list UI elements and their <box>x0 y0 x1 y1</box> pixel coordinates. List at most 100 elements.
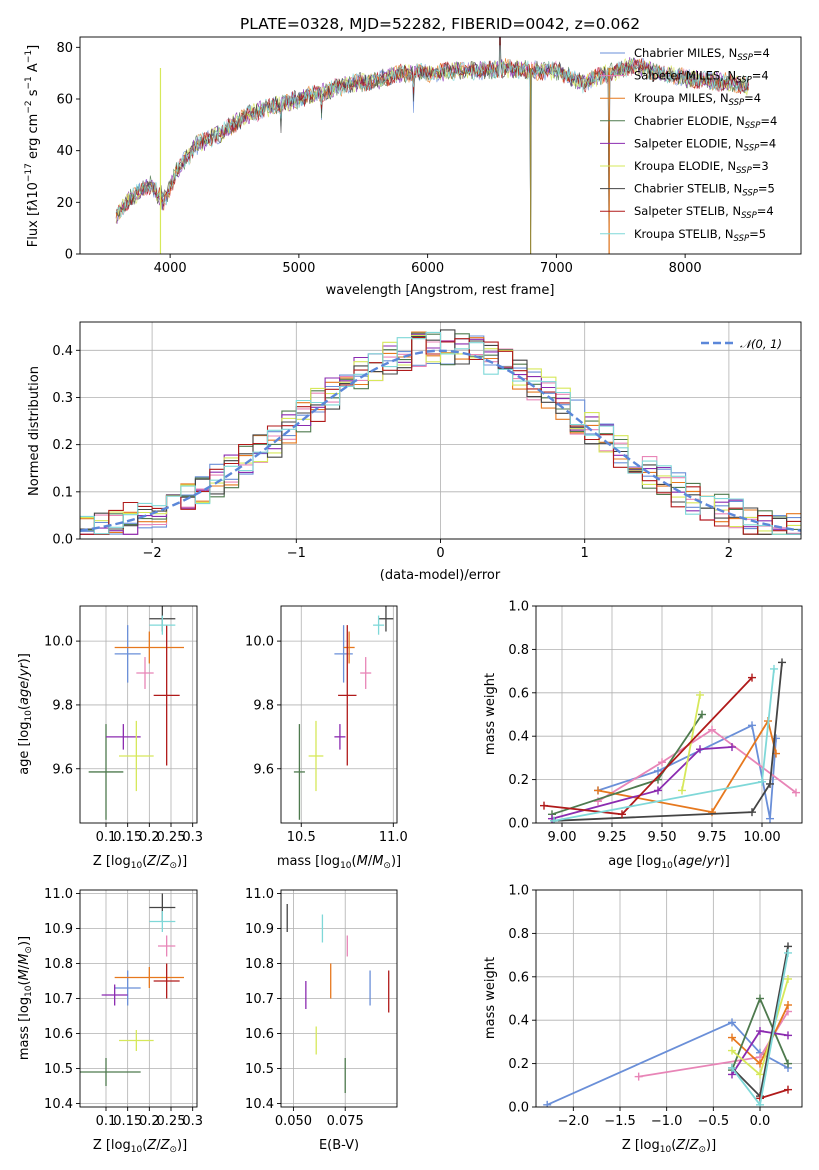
spectrum-line-kroupa-elodie <box>115 39 749 224</box>
series-kroupa-stelib <box>728 948 792 1107</box>
series-line <box>597 724 777 819</box>
y-tick-label: 10.9 <box>44 922 73 937</box>
y-tick-label: 9.6 <box>52 762 73 777</box>
x-tick-label: 10.00 <box>743 830 780 845</box>
y-tick-label: 10.5 <box>245 1062 274 1077</box>
y-tick-label: 9.8 <box>253 698 274 713</box>
y-tick-label: 80 <box>56 41 73 56</box>
series-salpeter-stelib <box>540 673 756 819</box>
errorbar-kroupa-stelib <box>149 615 176 635</box>
y-tick-label: 0.0 <box>52 533 73 548</box>
y-tick-label: 10.8 <box>245 957 274 972</box>
y-tick-label: 11.0 <box>44 887 73 902</box>
residual-panel: −2 −1 0 1 2 0.0 0.1 0.2 0.3 0.4 𝒩(0, 1) <box>52 321 802 561</box>
axes-frame <box>79 605 198 824</box>
y-tick-label: 10.0 <box>44 635 73 650</box>
x-tick-label: 0.1 <box>96 830 117 845</box>
x-tick-label: 0.2 <box>139 1114 160 1129</box>
y-tick-label: 0.8 <box>508 927 529 942</box>
series-salpeter-elodie <box>728 1027 792 1079</box>
massweight-vs-z-panel: −2.0 −1.5 −1.0 −0.5 0.0 0.0 0.2 0.4 0.6 0.8 1.0 <box>508 884 803 1129</box>
errorbar-chabrier-stelib <box>378 606 394 632</box>
errorbar-kroupa-elodie <box>119 720 154 792</box>
legend-label: Chabrier STELIB, NSSP=5 <box>634 182 775 199</box>
legend-label: 𝒩(0, 1) <box>740 337 782 351</box>
y-tick-label: 10.4 <box>245 1097 274 1112</box>
x-tick-label: 5000 <box>282 261 315 276</box>
y-tick-label: 10.0 <box>245 635 274 650</box>
series-line <box>546 1021 789 1106</box>
series-salpeter-elodie <box>548 743 736 823</box>
massweight-vs-z-xlabel: Z [log10(Z/Z⊙)] <box>622 1138 716 1155</box>
spectrum-xlabel: wavelength [Angstrom, rest frame] <box>326 283 555 298</box>
spectrum-line-salpeter-elodie <box>115 37 749 225</box>
y-tick-label: 0.1 <box>52 485 73 500</box>
errorbar-chabrier-miles <box>114 625 141 683</box>
y-tick-label: 10.6 <box>44 1027 73 1042</box>
x-tick-label: 9.00 <box>548 830 577 845</box>
errorbar-salpeter-miles <box>360 657 372 689</box>
x-tick-label: −1.0 <box>651 1114 683 1129</box>
y-tick-label: 0.4 <box>52 344 73 359</box>
y-tick-label: 10.9 <box>245 922 274 937</box>
errorbar-chabrier-miles <box>334 625 353 683</box>
x-tick-label: 10.5 <box>287 830 316 845</box>
axes-frame <box>535 889 803 1108</box>
x-tick-label: 0.25 <box>157 830 186 845</box>
series-kroupa-stelib <box>550 664 778 823</box>
x-tick-label: 0.2 <box>139 830 160 845</box>
age-vs-z-panel: 0.10.150.20.250.3 9.6 9.8 10.0 <box>44 605 203 845</box>
spectrum-line-chabrier-elodie <box>115 37 749 254</box>
mass-vs-ebv-panel: 0.050 0.075 10.4 10.5 10.6 10.7 10.8 10.9 11.0 <box>245 887 398 1129</box>
y-tick-label: 0.6 <box>508 970 529 985</box>
residual-ylabel: Normed distribution <box>27 366 42 496</box>
errorbar-salpeter-elodie <box>101 984 128 1006</box>
errorbar-kroupa-stelib <box>373 615 385 635</box>
legend-label: Kroupa ELODIE, NSSP=3 <box>634 159 769 176</box>
x-tick-label: −0.5 <box>698 1114 730 1129</box>
x-tick-label: −2 <box>143 546 162 561</box>
legend-label: Kroupa STELIB, NSSP=5 <box>634 227 766 244</box>
x-tick-label: 11.0 <box>379 830 408 845</box>
legend-label: Salpeter STELIB, NSSP=4 <box>634 204 774 221</box>
y-tick-label: 60 <box>56 93 73 108</box>
errorbar-salpeter-miles <box>158 935 176 957</box>
mass-vs-ebv-xlabel: E(B-V) <box>319 1138 359 1153</box>
spectrum-panel: 4000 5000 6000 7000 8000 0 20 40 60 80 Chabrier MI… <box>56 36 802 276</box>
mass-vs-z-panel: 0.10.150.20.250.3 10.4 10.5 10.6 10.7 10.8 10.… <box>44 887 203 1129</box>
y-tick-label: 10.5 <box>44 1062 73 1077</box>
legend-label: Kroupa MILES, NSSP=4 <box>634 91 761 108</box>
x-tick-label: 9.25 <box>598 830 627 845</box>
x-tick-label: 0.15 <box>113 830 142 845</box>
y-tick-label: 0.2 <box>508 1057 529 1072</box>
plot-area <box>543 942 792 1107</box>
x-tick-label: −2.0 <box>558 1114 590 1129</box>
series-line <box>551 746 733 820</box>
spectrum-title: PLATE=0328, MJD=52282, FIBERID=0042, z=0… <box>240 15 640 33</box>
errorbar-kroupa-miles <box>343 631 355 664</box>
massweight-vs-z-ylabel: mass weight <box>483 957 498 1039</box>
age-vs-z-ylabel: age [log10(age/yr)] <box>17 653 34 775</box>
errorbar-salpeter-stelib <box>153 625 180 766</box>
series-salpeter-stelib <box>756 1085 792 1103</box>
histogram-kroupa-stelib <box>80 331 801 535</box>
spectrum-line-salpeter-stelib <box>115 37 749 218</box>
plot-area <box>80 329 801 535</box>
x-tick-label: 0.15 <box>113 1114 142 1129</box>
y-tick-label: 1.0 <box>508 884 529 899</box>
errorbar-chabrier-elodie <box>80 1058 141 1086</box>
errorbar-chabrier-elodie <box>88 724 124 820</box>
x-tick-label: 0.075 <box>327 1114 364 1129</box>
y-tick-label: 40 <box>56 144 73 159</box>
x-tick-label: 8000 <box>669 261 702 276</box>
legend-label: Salpeter MILES, NSSP=4 <box>634 69 769 86</box>
y-tick-label: 9.6 <box>253 762 274 777</box>
massweight-vs-age-xlabel: age [log10(age/yr)] <box>608 854 730 871</box>
y-tick-label: 0.4 <box>508 730 529 745</box>
age-vs-mass-xlabel: mass [log10(M/M⊙)] <box>277 854 401 871</box>
errorbar-kroupa-miles <box>114 967 184 988</box>
spectrum-line-chabrier-miles <box>115 37 749 254</box>
x-tick-label: −1 <box>287 546 306 561</box>
legend-label: Chabrier ELODIE, NSSP=4 <box>634 114 777 131</box>
x-tick-label: 9.50 <box>648 830 677 845</box>
